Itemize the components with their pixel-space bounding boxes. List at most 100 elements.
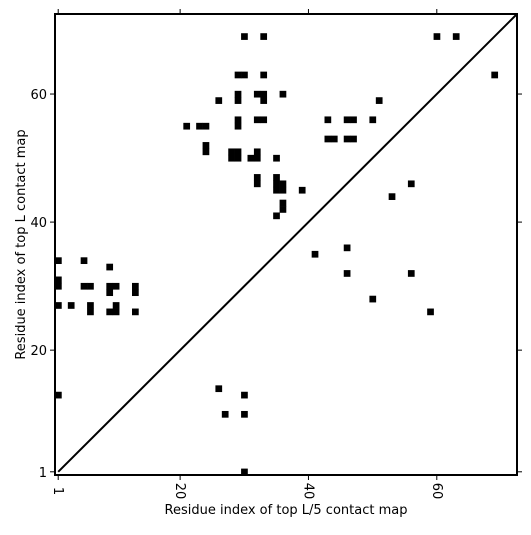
upper-contact-point-15: [112, 282, 120, 290]
plot-frame: [54, 13, 518, 476]
upper-contact-point-74: [388, 193, 396, 200]
upper-contact-point-18: [132, 282, 139, 290]
upper-contact-point-37: [241, 33, 248, 40]
upper-contact-point-2: [55, 282, 62, 290]
upper-contact-point-36: [241, 71, 248, 79]
upper-contact-point-80: [491, 71, 499, 79]
upper-contact-point-34: [234, 116, 242, 124]
upper-contact-point-8: [87, 282, 94, 290]
diagonal-line: [57, 13, 518, 473]
upper-contact-point-10: [87, 308, 94, 316]
upper-contact-point-78: [433, 33, 441, 40]
upper-contact-point-69: [350, 116, 357, 124]
upper-contact-point-31: [234, 71, 242, 79]
upper-contact-point-70: [350, 135, 357, 143]
axis-ticks: 1 20 40 60 1 20 40 60: [30, 9, 522, 499]
upper-contact-point-30: [234, 154, 242, 162]
upper-contact-point-62: [324, 116, 332, 124]
upper-contact-point-12: [106, 282, 114, 290]
upper-contact-point-16: [112, 302, 120, 309]
upper-contact-point-25: [202, 148, 210, 156]
y-tick-label: 60: [30, 88, 47, 103]
upper-contact-point-53: [273, 186, 280, 194]
x-axis-label: Residue index of top L/5 contact map: [165, 503, 408, 518]
lower-contact-point-3: [241, 391, 248, 399]
upper-contact-point-72: [369, 295, 377, 303]
upper-contact-point-3: [55, 302, 62, 309]
upper-contact-point-33: [234, 97, 242, 104]
upper-contact-point-20: [132, 308, 139, 316]
upper-contact-point-22: [196, 122, 203, 130]
upper-contact-point-9: [87, 302, 94, 309]
upper-contact-point-41: [253, 148, 261, 156]
upper-contact-point-56: [279, 180, 287, 188]
upper-contact-point-50: [273, 154, 280, 162]
upper-contact-point-59: [279, 206, 287, 213]
upper-contact-point-7: [80, 282, 88, 290]
upper-contact-point-5: [67, 302, 75, 309]
data-marks: [55, 33, 499, 476]
upper-contact-point-17: [112, 308, 120, 316]
x-tick-label: 1: [50, 487, 65, 495]
upper-contact-point-48: [260, 97, 268, 104]
upper-contact-point-14: [106, 308, 114, 316]
upper-contact-point-58: [279, 199, 287, 207]
upper-contact-point-68: [343, 135, 351, 143]
upper-contact-point-26: [215, 97, 223, 104]
upper-contact-point-13: [106, 289, 114, 297]
lower-contact-point-4: [241, 468, 248, 476]
upper-contact-point-66: [343, 270, 351, 277]
upper-contact-point-65: [343, 244, 351, 252]
upper-contact-point-46: [260, 71, 268, 79]
x-tick-label: 20: [172, 483, 187, 500]
upper-contact-point-24: [202, 142, 210, 149]
upper-contact-point-42: [253, 154, 261, 162]
upper-contact-point-28: [228, 154, 235, 162]
lower-contact-point-1: [221, 410, 229, 418]
upper-contact-point-55: [279, 90, 287, 98]
upper-contact-point-44: [253, 180, 261, 188]
upper-contact-point-63: [324, 135, 332, 143]
upper-contact-point-23: [202, 122, 210, 130]
upper-contact-point-60: [298, 186, 306, 194]
upper-contact-point-35: [234, 122, 242, 130]
upper-contact-point-64: [330, 135, 338, 143]
upper-contact-point-0: [55, 257, 62, 265]
upper-contact-point-45: [260, 33, 268, 40]
upper-contact-point-77: [427, 308, 434, 316]
upper-contact-point-49: [260, 116, 268, 124]
upper-contact-point-47: [260, 90, 268, 98]
upper-contact-point-6: [80, 257, 88, 265]
upper-contact-point-67: [343, 116, 351, 124]
upper-contact-point-52: [273, 180, 280, 188]
y-tick-label: 1: [39, 466, 47, 481]
y-axis-label: Residue index of top L contact map: [14, 129, 29, 359]
upper-contact-point-1: [55, 276, 62, 284]
upper-contact-point-71: [369, 116, 377, 124]
upper-contact-point-19: [132, 289, 139, 297]
upper-contact-point-57: [279, 186, 287, 194]
lower-contact-point-2: [241, 410, 248, 418]
upper-contact-point-61: [311, 250, 319, 258]
upper-contact-point-21: [183, 122, 191, 130]
upper-contact-point-43: [253, 174, 261, 181]
upper-contact-point-27: [228, 148, 235, 156]
y-tick-label: 20: [30, 344, 47, 359]
upper-contact-point-51: [273, 174, 280, 181]
upper-contact-point-75: [407, 180, 415, 188]
upper-contact-point-29: [234, 148, 242, 156]
y-tick-label: 40: [30, 216, 47, 231]
upper-contact-point-79: [452, 33, 460, 40]
lower-contact-point-0: [215, 385, 223, 393]
upper-contact-point-39: [253, 90, 261, 98]
upper-contact-point-4: [55, 391, 62, 399]
upper-contact-point-32: [234, 90, 242, 98]
upper-contact-point-73: [375, 97, 383, 104]
upper-contact-point-76: [407, 270, 415, 277]
upper-contact-point-11: [106, 263, 114, 271]
x-tick-label: 60: [429, 483, 444, 500]
upper-contact-point-54: [273, 212, 280, 220]
upper-contact-point-40: [253, 116, 261, 124]
